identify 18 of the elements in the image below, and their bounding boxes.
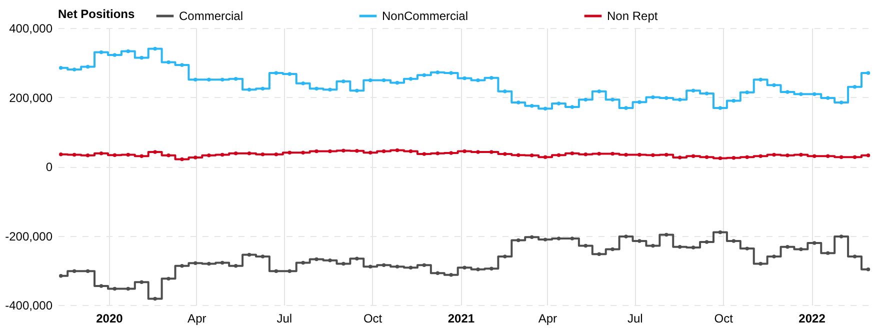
legend-label: Commercial <box>179 9 244 23</box>
legend-title: Net Positions <box>58 7 135 21</box>
legend-label: Non Rept <box>607 9 658 23</box>
y-tick-label: 400,000 <box>9 22 53 36</box>
y-tick-label: 200,000 <box>9 90 53 105</box>
x-tick-label: Jul <box>628 312 643 326</box>
x-tick-label: Oct <box>363 312 383 326</box>
x-tick-label: 2020 <box>96 312 124 326</box>
x-tick-label: Apr <box>538 312 558 326</box>
y-tick-label: -400,000 <box>5 298 53 312</box>
x-tick-label: 2022 <box>798 312 826 326</box>
x-tick-label: Jul <box>276 312 292 326</box>
y-tick-label: 0 <box>46 160 53 174</box>
x-tick-label: 2021 <box>448 312 475 326</box>
x-tick-label: Apr <box>188 312 206 326</box>
y-tick-label: -200,000 <box>5 229 53 244</box>
x-tick-label: Oct <box>714 312 734 326</box>
legend-label: NonCommercial <box>382 9 468 23</box>
